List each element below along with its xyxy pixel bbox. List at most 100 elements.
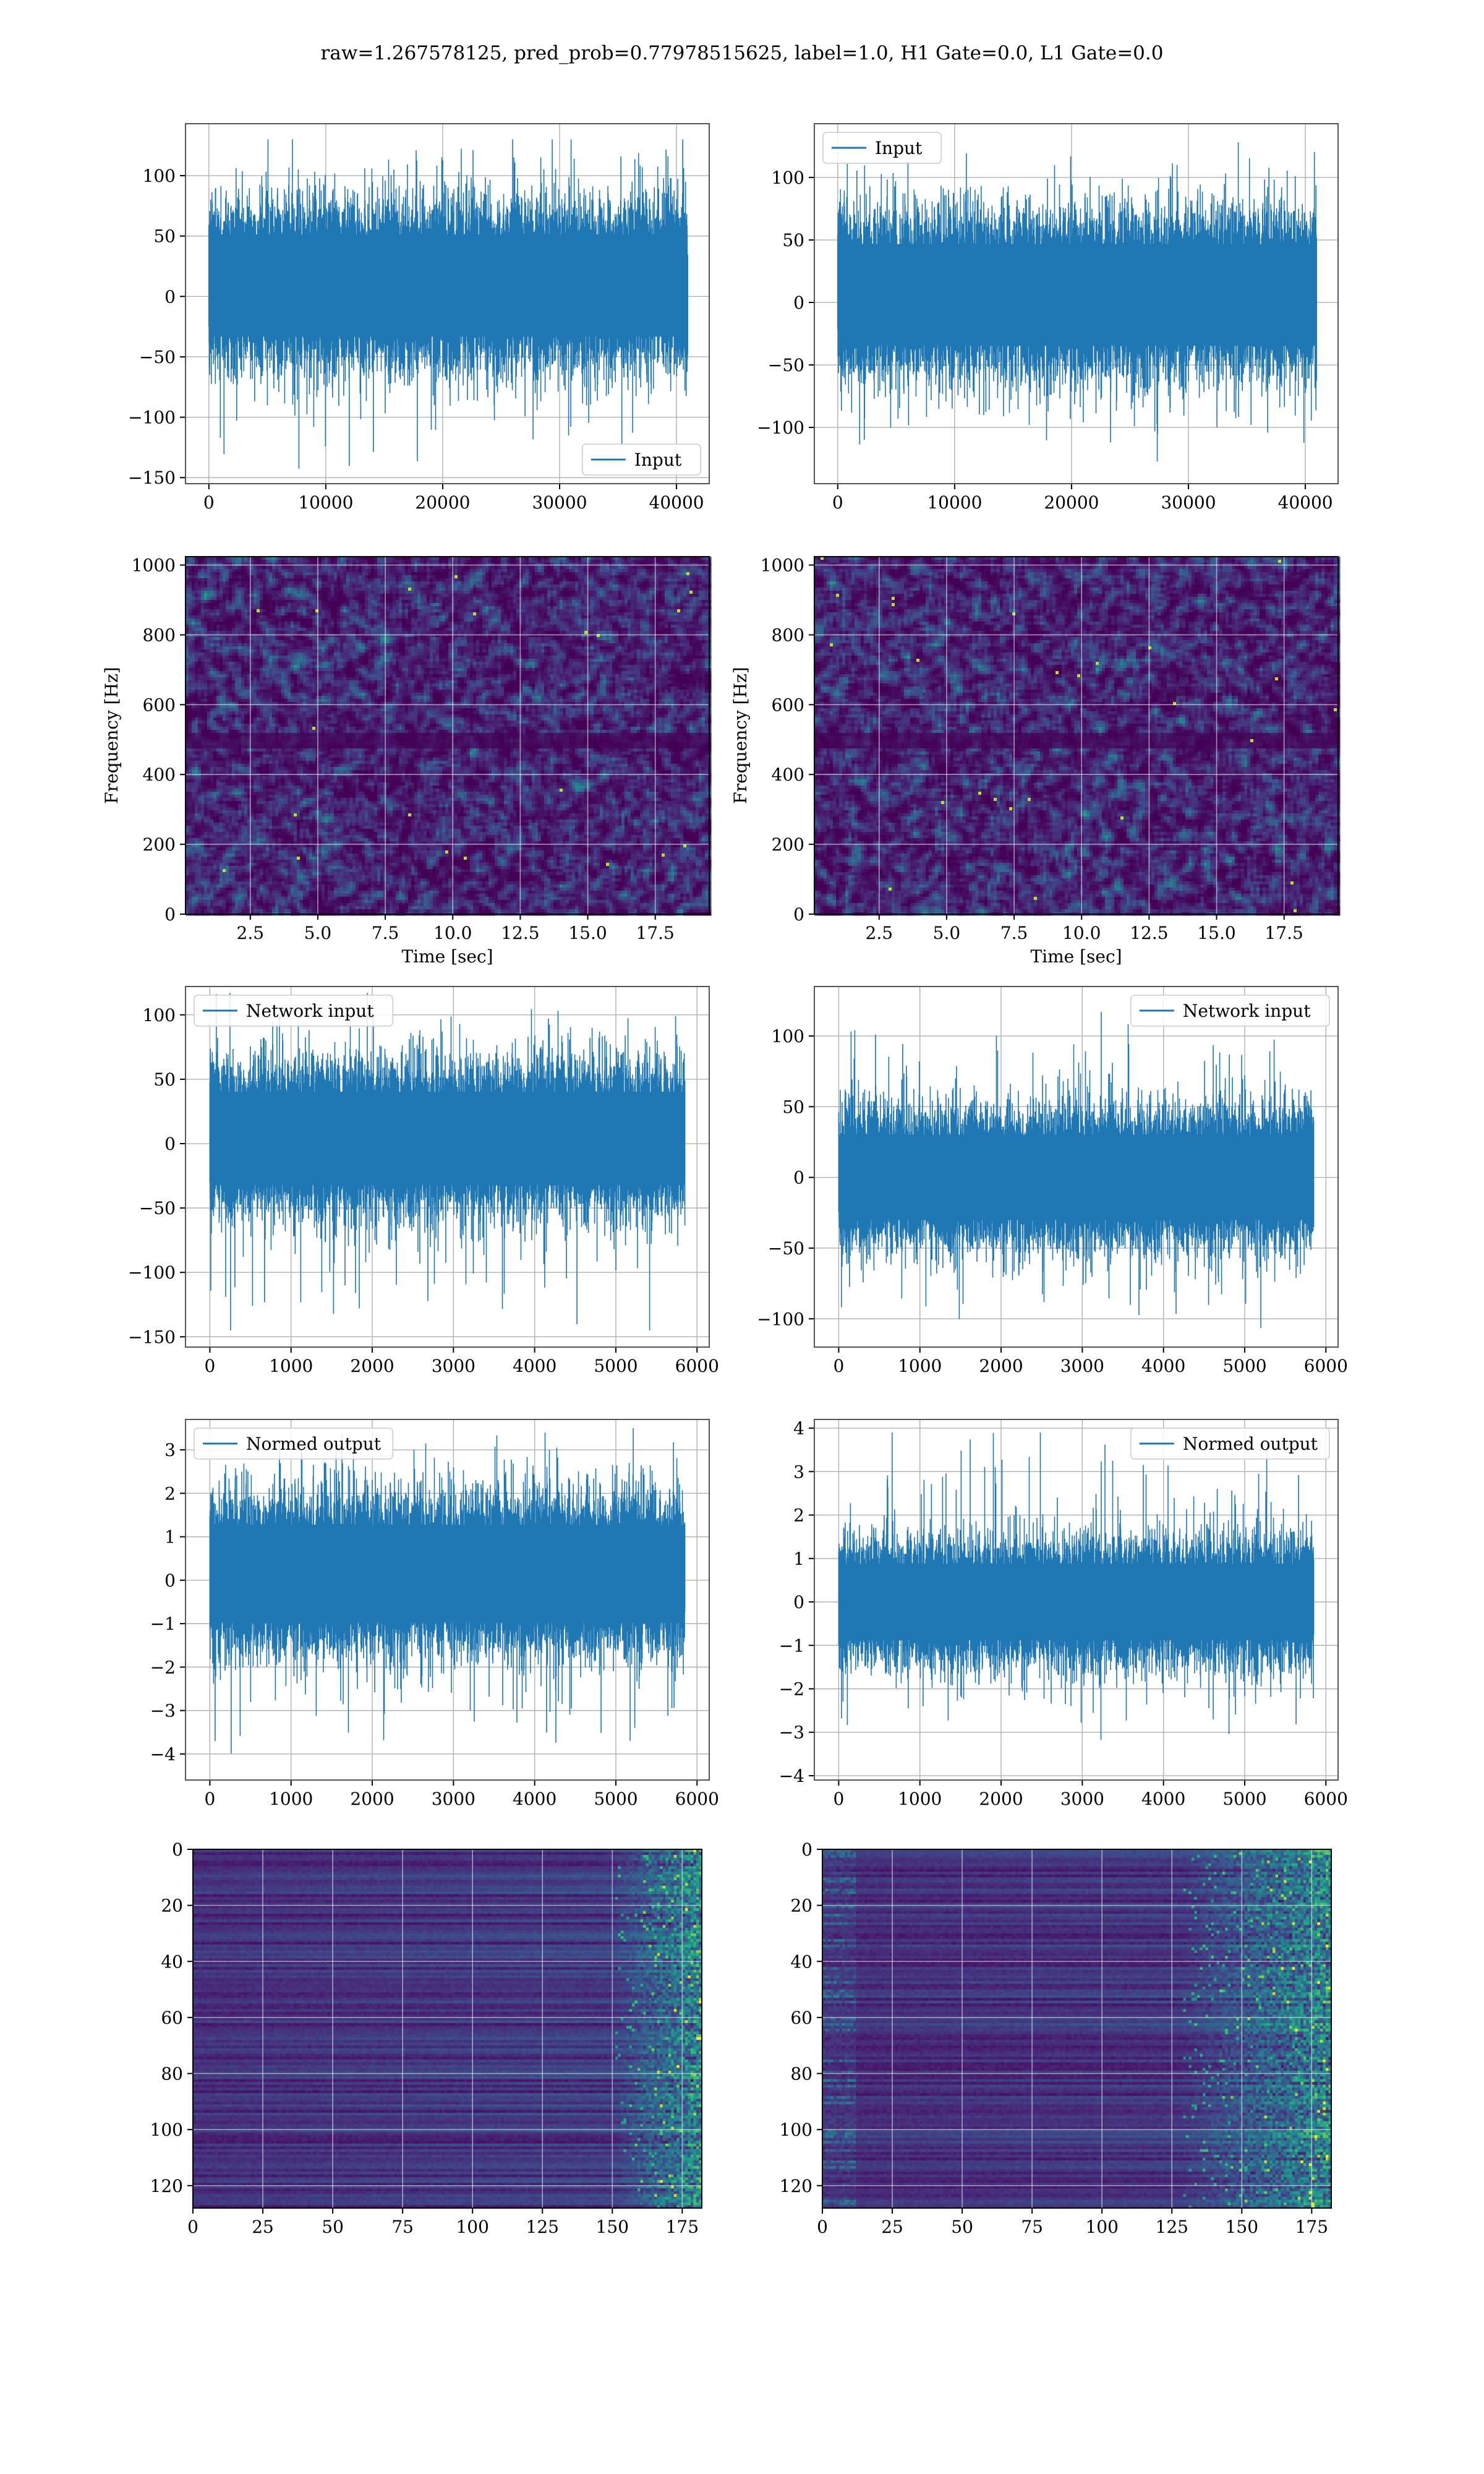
heatmap-cell — [535, 578, 539, 582]
heatmap-cell — [365, 575, 369, 579]
heatmap-cell — [535, 566, 539, 570]
heatmap-cell — [584, 578, 588, 582]
heatmap-cell — [513, 572, 517, 576]
heatmap-cell — [263, 572, 267, 576]
heatmap-cell — [476, 560, 480, 563]
heatmap-cell — [244, 572, 248, 576]
heatmap-cell — [420, 566, 424, 570]
heatmap-cell — [655, 578, 659, 582]
heatmap-cell — [677, 572, 681, 576]
heatmap-cell — [578, 578, 582, 582]
heatmap-cell — [192, 569, 195, 573]
heatmap-cell — [269, 569, 273, 573]
heatmap-cell — [198, 575, 202, 579]
heatmap-cell — [195, 566, 198, 570]
heatmap-cell — [204, 566, 208, 570]
heatmap-cell — [618, 560, 622, 563]
heatmap-cell — [325, 572, 328, 576]
heatmap-cell — [628, 569, 631, 573]
heatmap-cell — [223, 578, 226, 582]
heatmap-cell — [198, 566, 202, 570]
heatmap-cell — [643, 578, 647, 582]
heatmap-cell — [380, 572, 384, 576]
heatmap-cell — [331, 572, 335, 576]
heatmap-cell — [226, 569, 229, 573]
heatmap-cell — [495, 578, 498, 582]
heatmap-cell — [510, 578, 514, 582]
heatmap-cell — [594, 578, 597, 582]
heatmap-cell — [655, 569, 659, 573]
heatmap-cell — [260, 581, 263, 585]
heatmap-cell — [538, 575, 542, 579]
heatmap-cell — [275, 581, 279, 585]
heatmap-cell — [204, 575, 208, 579]
heatmap-cell — [254, 572, 257, 576]
heatmap-cell — [677, 560, 681, 563]
heatmap-cell — [529, 572, 532, 576]
heatmap-cell — [312, 581, 316, 585]
heatmap-cell — [479, 572, 483, 576]
heatmap-cell — [294, 578, 297, 582]
heatmap-cell — [578, 572, 582, 576]
heatmap-cell — [244, 578, 248, 582]
legend-label: Input — [634, 450, 682, 470]
heatmap-cell — [591, 572, 594, 576]
heatmap-cell — [612, 575, 616, 579]
heatmap-cell — [668, 578, 672, 582]
heatmap-cell — [260, 569, 263, 573]
heatmap-cell — [541, 578, 545, 582]
heatmap-cell — [553, 575, 557, 579]
heatmap-cell — [226, 578, 229, 582]
heatmap-cell — [349, 560, 353, 563]
heatmap-cell — [702, 578, 706, 582]
heatmap-cell — [618, 575, 622, 579]
heatmap-cell — [269, 560, 273, 563]
heatmap-cell — [600, 569, 603, 573]
heatmap-cell — [300, 578, 304, 582]
heatmap-cell — [637, 569, 641, 573]
heatmap-cell — [368, 560, 372, 563]
heatmap-cell — [297, 578, 301, 582]
heatmap-cell — [322, 569, 325, 573]
heatmap-cell — [390, 578, 393, 582]
heatmap-cell — [359, 569, 362, 573]
heatmap-cell — [538, 560, 542, 563]
heatmap-cell — [420, 575, 424, 579]
heatmap-cell — [689, 578, 693, 582]
heatmap-cell — [674, 575, 678, 579]
heatmap-cell — [309, 569, 313, 573]
heatmap-cell — [560, 572, 563, 576]
heatmap-cell — [402, 560, 406, 563]
heatmap-cell — [356, 560, 359, 563]
heatmap-cell — [399, 560, 403, 563]
heatmap-cell — [427, 572, 430, 576]
heatmap-cell — [501, 566, 505, 570]
heatmap-cell — [488, 566, 492, 570]
heatmap-cell — [529, 575, 532, 579]
heatmap-cell — [309, 575, 313, 579]
heatmap-cell — [458, 566, 461, 570]
heatmap-cell — [541, 569, 545, 573]
heatmap-cell — [674, 560, 678, 563]
heatmap-cell — [288, 581, 291, 585]
heatmap-cell — [665, 569, 668, 573]
heatmap-cell — [220, 578, 223, 582]
heatmap-cell — [680, 560, 684, 563]
heatmap-cell — [303, 566, 307, 570]
heatmap-cell — [572, 569, 576, 573]
heatmap-cell — [343, 566, 347, 570]
heatmap-cell — [705, 566, 709, 570]
heatmap-cell — [659, 572, 662, 576]
heatmap-cell — [550, 572, 554, 576]
heatmap-cell — [359, 575, 362, 579]
heatmap-cell — [430, 566, 433, 570]
heatmap-cell — [433, 572, 437, 576]
heatmap-cell — [399, 566, 403, 570]
heatmap-cell — [396, 575, 399, 579]
heatmap-cell — [411, 575, 415, 579]
heatmap-cell — [461, 575, 464, 579]
heatmap-cell — [538, 566, 542, 570]
heatmap-cell — [281, 575, 285, 579]
x-tick-label: 30000 — [1161, 492, 1216, 513]
heatmap-cell — [284, 581, 288, 585]
